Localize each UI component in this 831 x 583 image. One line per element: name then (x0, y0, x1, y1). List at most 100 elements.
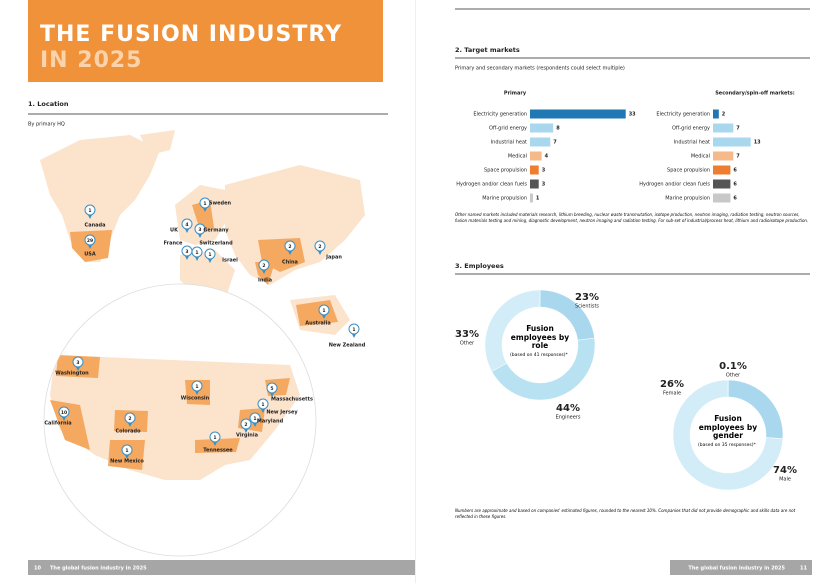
note: Numbers are approximate and based on com… (455, 508, 796, 519)
pin-label: Canada (85, 223, 106, 229)
donut-center: Fusion employees by role(based on 41 res… (510, 325, 569, 358)
pin-label: India (258, 278, 272, 284)
pin (240, 418, 252, 430)
value-label: 74% (773, 465, 797, 476)
bar (713, 179, 731, 189)
page-number: 10 (34, 566, 41, 572)
pin-count: 1 (203, 201, 206, 207)
value-label: 33 (629, 112, 636, 118)
value-label: 4 (545, 154, 549, 160)
pin-count: 1 (195, 250, 198, 256)
value-label: 3 (542, 168, 546, 174)
bar (530, 123, 554, 133)
pin (258, 259, 270, 271)
footer-bar (28, 560, 415, 575)
donut-note: (based on 41 responses)* (510, 352, 568, 358)
pin-count: 3 (198, 227, 201, 233)
title: THE FUSION INDUSTRY (40, 22, 342, 47)
bar (530, 151, 542, 161)
pin-label: UK (170, 228, 179, 234)
bar (530, 137, 551, 147)
value-label: 0.1% (719, 361, 747, 372)
subtitle: Primary and secondary markets (responden… (455, 66, 625, 72)
pin-label: California (44, 421, 71, 427)
bar-label: Space propulsion (667, 168, 710, 174)
pin-count: 4 (185, 222, 188, 228)
pin (314, 240, 326, 252)
pin-label: France (164, 241, 183, 247)
pin-label: Colorado (115, 429, 141, 435)
pin-count: 2 (288, 244, 291, 250)
pin-count: 1 (322, 308, 325, 314)
bar (713, 137, 751, 147)
category-label: Scientists (575, 304, 599, 310)
category-label: Other (460, 341, 475, 347)
pin (204, 248, 216, 260)
bar-label: Off-grid energy (489, 126, 527, 132)
value-label: 6 (733, 196, 737, 202)
category-label: Female (663, 391, 681, 397)
chart-title: Secondary/spin-off markets: (715, 91, 795, 97)
page-number: 11 (800, 566, 807, 572)
footer-text: The global fusion industry in 2025 (50, 566, 147, 572)
bar (530, 165, 539, 175)
value-label: 44% (556, 403, 580, 414)
title: IN 2025 (40, 48, 143, 73)
bar-label: Hydrogen and/or clean fuels (639, 182, 710, 188)
value-label: 3 (542, 182, 546, 188)
pin (191, 246, 203, 258)
bar-label: Marine propulsion (482, 196, 527, 202)
bar-label: Hydrogen and/or clean fuels (456, 182, 527, 188)
subtitle: By primary HQ (28, 122, 65, 128)
pin (121, 444, 133, 456)
bar-label: Off-grid energy (672, 126, 710, 132)
bar-label: Medical (691, 154, 710, 160)
section-heading: 3. Employees (455, 262, 504, 270)
footer-bar (670, 560, 812, 575)
pin-label: Washington (55, 371, 89, 377)
pin-label: Germany (203, 228, 229, 234)
pin (84, 204, 96, 216)
value-label: 33% (455, 329, 479, 340)
pin-count: 1 (213, 435, 216, 441)
pin-label: Massachusetts (271, 397, 313, 403)
title-box (28, 0, 383, 82)
bar (530, 193, 533, 203)
pin (284, 240, 296, 252)
pin-count: 1 (125, 448, 128, 454)
pin-label: China (282, 260, 298, 266)
note-text: Numbers are approximate and based on com… (455, 508, 796, 519)
value-label: 7 (736, 126, 740, 132)
section-heading: 1. Location (28, 100, 69, 108)
pin-count: 1 (253, 416, 256, 422)
pin-count: 3 (76, 360, 79, 366)
pin (181, 218, 193, 230)
value-label: 23% (575, 292, 599, 303)
pin-label: Maryland (257, 419, 284, 425)
value-label: 1 (536, 196, 540, 202)
pin (72, 356, 84, 368)
value-label: 6 (733, 182, 737, 188)
category-label: Male (779, 477, 791, 483)
pin-count: 1 (261, 402, 264, 408)
pin-count: 1 (208, 252, 211, 258)
bar-label: Marine propulsion (665, 196, 710, 202)
category-label: Engineers (556, 415, 581, 421)
donut-segment (484, 289, 541, 372)
pin (191, 380, 203, 392)
pin-label: Switzerland (199, 241, 233, 247)
pin-count: 1 (88, 208, 91, 214)
chart-title: Primary (504, 91, 527, 97)
pin-label: Wisconsin (181, 396, 210, 402)
value-label: 7 (553, 140, 557, 146)
pin-count: 2 (262, 263, 265, 269)
bar-label: Space propulsion (484, 168, 527, 174)
value-label: 6 (733, 168, 737, 174)
bar-label: Industrial heat (674, 140, 710, 146)
pin-label: New Mexico (110, 459, 144, 465)
bar (713, 165, 731, 175)
pin (249, 412, 261, 424)
value-label: 26% (660, 379, 684, 390)
